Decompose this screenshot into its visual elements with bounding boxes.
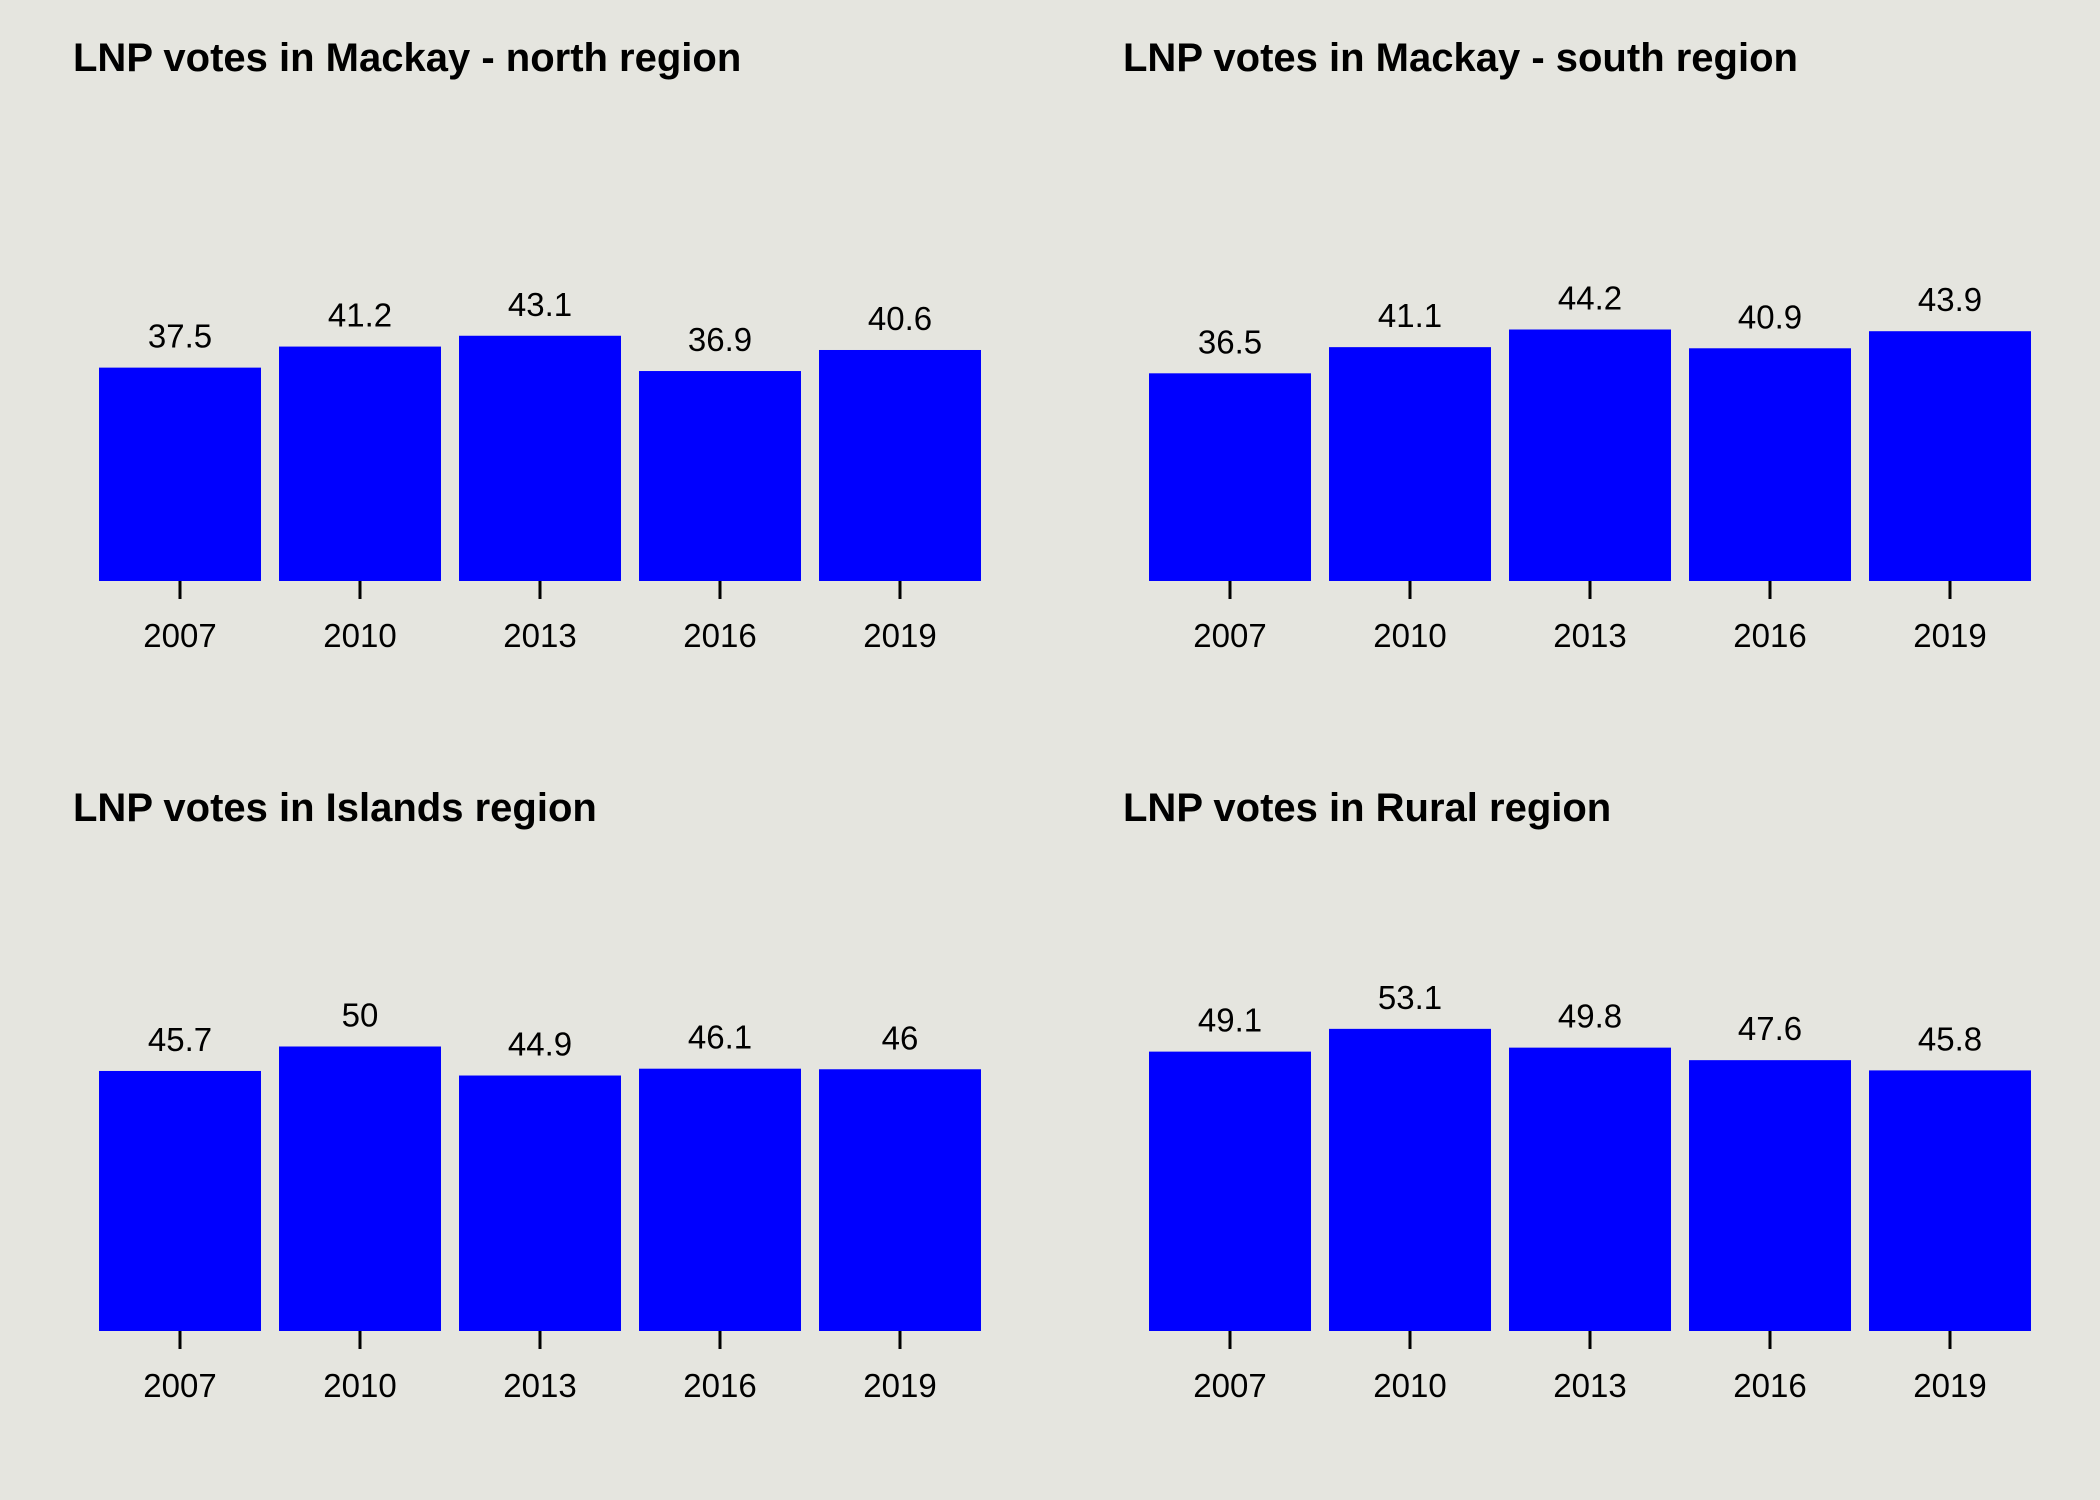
- value-label: 43.9: [1918, 281, 1982, 318]
- value-label: 44.2: [1558, 280, 1622, 317]
- bar-chart-svg: 36.5 2007 41.1 2010 44.2 2013 40.9 2016 43.9 2019: [1149, 280, 2031, 654]
- value-label: 41.1: [1378, 297, 1442, 334]
- bar-2013: [459, 1075, 621, 1331]
- x-tick-label: 2019: [1913, 617, 1986, 654]
- chart-title: LNP votes in Mackay - north region: [73, 36, 742, 80]
- value-label: 36.5: [1198, 323, 1262, 360]
- value-label: 49.1: [1198, 1002, 1262, 1039]
- bar-2013: [1509, 329, 1671, 581]
- bar-2013: [459, 335, 621, 581]
- bar-2010: [1329, 1028, 1491, 1331]
- chart-title: LNP votes in Rural region: [1123, 786, 1612, 830]
- value-label: 47.6: [1738, 1010, 1802, 1047]
- value-label: 45.8: [1918, 1020, 1982, 1057]
- x-tick-label: 2010: [323, 617, 396, 654]
- bar-2007: [1149, 373, 1311, 581]
- x-tick-label: 2016: [683, 1367, 756, 1404]
- value-label: 49.8: [1558, 998, 1622, 1035]
- value-label: 53.1: [1378, 979, 1442, 1016]
- bar-2010: [279, 346, 441, 581]
- bar-2019: [1869, 1070, 2031, 1331]
- x-tick-label: 2013: [503, 617, 576, 654]
- x-tick-label: 2007: [143, 1367, 216, 1404]
- bar-2010: [279, 1046, 441, 1331]
- value-label: 40.6: [868, 300, 932, 337]
- bar-2010: [1329, 347, 1491, 581]
- value-label: 44.9: [508, 1026, 572, 1063]
- chart-panel-islands: LNP votes in Islands region 45.7 2007 50 20…: [0, 750, 1050, 1500]
- x-tick-label: 2013: [1553, 617, 1626, 654]
- bar-2016: [639, 371, 801, 581]
- value-label: 40.9: [1738, 298, 1802, 335]
- bar-2019: [1869, 331, 2031, 581]
- value-label: 46.1: [688, 1019, 752, 1056]
- x-tick-label: 2016: [1733, 617, 1806, 654]
- bar-chart-svg: 37.5 2007 41.2 2010 43.1 2013 36.9 2016 40.6 2019: [99, 286, 981, 654]
- chart-title: LNP votes in Islands region: [73, 786, 597, 830]
- bar-2016: [1689, 1060, 1851, 1331]
- value-label: 36.9: [688, 321, 752, 358]
- bar-2007: [1149, 1051, 1311, 1331]
- chart-panel-mackay-south: LNP votes in Mackay - south region 36.5 2…: [1050, 0, 2100, 750]
- x-tick-label: 2007: [1193, 1367, 1266, 1404]
- value-label: 43.1: [508, 286, 572, 323]
- x-tick-label: 2010: [323, 1367, 396, 1404]
- bar-2016: [639, 1068, 801, 1331]
- chart-panel-mackay-north: LNP votes in Mackay - north region 37.5 2…: [0, 0, 1050, 750]
- bar-2007: [99, 1070, 261, 1331]
- value-label: 45.7: [148, 1021, 212, 1058]
- x-tick-label: 2016: [1733, 1367, 1806, 1404]
- x-tick-label: 2019: [863, 617, 936, 654]
- x-tick-label: 2019: [1913, 1367, 1986, 1404]
- x-tick-label: 2019: [863, 1367, 936, 1404]
- bar-chart-svg: 49.1 2007 53.1 2010 49.8 2013 47.6 2016 45.8 2019: [1149, 979, 2031, 1404]
- value-label: 50: [342, 997, 379, 1034]
- bar-2019: [819, 1069, 981, 1331]
- x-tick-label: 2010: [1373, 1367, 1446, 1404]
- chart-title: LNP votes in Mackay - south region: [1123, 36, 1798, 80]
- bar-chart-svg: 45.7 2007 50 2010 44.9 2013 46.1 2016 46 2019: [99, 997, 981, 1404]
- x-tick-label: 2016: [683, 617, 756, 654]
- bar-2019: [819, 349, 981, 581]
- value-label: 37.5: [148, 318, 212, 355]
- value-label: 41.2: [328, 297, 392, 334]
- x-tick-label: 2010: [1373, 617, 1446, 654]
- bar-2013: [1509, 1047, 1671, 1331]
- x-tick-label: 2013: [503, 1367, 576, 1404]
- x-tick-label: 2007: [143, 617, 216, 654]
- value-label: 46: [882, 1019, 919, 1056]
- x-tick-label: 2007: [1193, 617, 1266, 654]
- chart-panel-rural: LNP votes in Rural region 49.1 2007 53.1 20…: [1050, 750, 2100, 1500]
- bar-2016: [1689, 348, 1851, 581]
- x-tick-label: 2013: [1553, 1367, 1626, 1404]
- bar-2007: [99, 367, 261, 581]
